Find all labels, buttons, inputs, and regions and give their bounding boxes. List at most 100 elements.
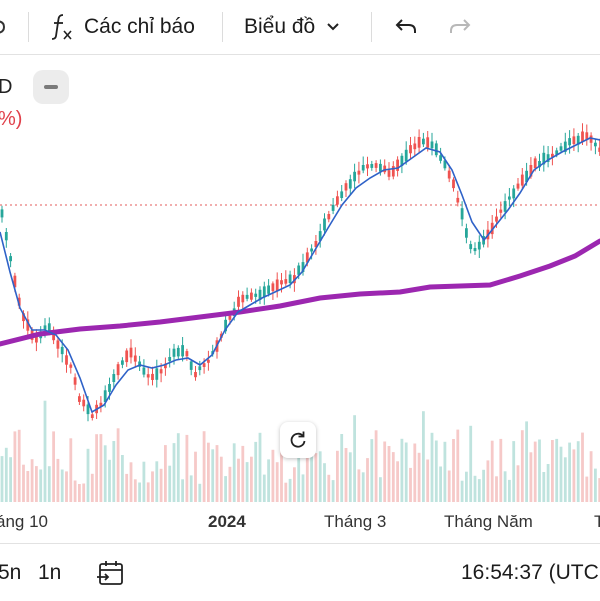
time-axis: áng 10 2024 Tháng 3 Tháng Năm T: [0, 512, 600, 536]
go-to-date-button[interactable]: [97, 544, 127, 601]
candle-body: [387, 170, 391, 177]
undo-button[interactable]: [394, 0, 418, 54]
volume-bar: [172, 443, 176, 502]
price-chart[interactable]: [0, 55, 600, 543]
clock-timezone-button[interactable]: 16:54:37 (UTC: [461, 544, 599, 601]
volume-bar: [26, 471, 30, 502]
candle-body: [181, 345, 184, 357]
volume-bar: [56, 458, 60, 502]
candle-body: [512, 188, 516, 199]
redo-button[interactable]: [448, 0, 472, 54]
volume-bar: [228, 466, 232, 502]
volume-bar: [181, 479, 184, 502]
candle-body: [250, 292, 253, 300]
candle-body: [271, 283, 275, 292]
candle-body: [576, 135, 580, 145]
interval-button[interactable]: 5n: [0, 544, 21, 601]
candle-body: [559, 146, 563, 151]
volume-bar: [563, 457, 567, 502]
candle-body: [490, 222, 494, 235]
candle-body: [340, 191, 344, 198]
volume-bar: [542, 472, 546, 502]
volume-bar: [568, 442, 571, 502]
candle-body: [443, 160, 447, 169]
candle-body: [374, 163, 378, 168]
candle-body: [99, 402, 103, 407]
candle-body: [275, 279, 279, 291]
volume-bar: [529, 452, 533, 502]
volume-bar: [370, 439, 374, 502]
candle-body: [344, 183, 348, 191]
redo-icon: [450, 19, 471, 33]
volume-bar: [275, 462, 279, 502]
volume-bar: [512, 441, 516, 502]
candle-body: [103, 390, 107, 402]
volume-bar: [305, 436, 309, 502]
volume-bar: [576, 441, 580, 502]
volume-bar: [164, 445, 167, 502]
volume-bar: [99, 434, 103, 502]
volume-bar: [439, 466, 442, 502]
candle-body: [422, 138, 425, 145]
volume-bar: [417, 452, 421, 502]
volume-bar: [331, 480, 335, 502]
collapse-legend-button[interactable]: [33, 70, 69, 104]
candle-body: [125, 350, 129, 363]
volume-bar: [39, 469, 43, 502]
volume-bar: [121, 455, 124, 502]
volume-bar: [366, 458, 369, 502]
volume-bar: [133, 479, 137, 502]
chart-type-button[interactable]: Biểu đồ: [244, 0, 341, 54]
volume-bar: [103, 445, 107, 502]
candle-body: [288, 274, 292, 283]
candle-body: [228, 315, 232, 320]
chevron-down-icon: [327, 23, 339, 31]
volume-bar: [194, 451, 197, 502]
volume-bar: [129, 462, 133, 502]
candle-body: [477, 241, 481, 250]
candlestick-series: [0, 123, 600, 422]
candle-body: [65, 355, 68, 365]
candle-body: [460, 208, 464, 220]
volume-bar: [525, 421, 528, 502]
candle-body: [121, 360, 124, 365]
volume-bar: [409, 467, 412, 502]
reset-chart-button[interactable]: [280, 422, 316, 458]
candle-body: [404, 149, 408, 162]
volume-bar: [52, 431, 55, 502]
volume-bar: [314, 453, 318, 502]
volume-bar: [237, 458, 240, 502]
candle-body: [323, 218, 326, 231]
candle-body: [189, 361, 193, 370]
volume-bar: [241, 445, 245, 502]
candle-body: [224, 319, 227, 332]
fragment-icon[interactable]: [0, 0, 6, 54]
volume-bar: [456, 429, 460, 502]
candle-body: [525, 170, 528, 182]
candle-body: [391, 166, 395, 177]
volume-bar: [297, 456, 301, 502]
candle-body: [60, 346, 64, 355]
volume-bar: [538, 439, 541, 502]
chart-type-label: Biểu đồ: [244, 15, 316, 38]
volume-bar: [224, 476, 227, 502]
candle-body: [9, 256, 12, 262]
volume-bar: [585, 476, 589, 502]
volume-bar: [546, 464, 550, 502]
candle-body: [538, 161, 541, 168]
volume-bar: [284, 482, 288, 502]
volume-bar: [336, 450, 339, 502]
volume-bar: [35, 466, 38, 502]
volume-bar: [69, 438, 73, 502]
volume-bar: [452, 439, 455, 502]
interval-label: 5n: [0, 560, 22, 584]
indicators-button[interactable]: Các chỉ báo: [50, 0, 195, 54]
candle-body: [400, 155, 404, 166]
candle-body: [520, 174, 524, 186]
moving-average-fast: [0, 137, 600, 414]
time-axis-label: T: [594, 512, 600, 531]
interval-button[interactable]: 1n: [38, 544, 61, 601]
candle-body: [314, 241, 318, 248]
candle-body: [508, 196, 511, 200]
candle-body: [581, 131, 584, 142]
